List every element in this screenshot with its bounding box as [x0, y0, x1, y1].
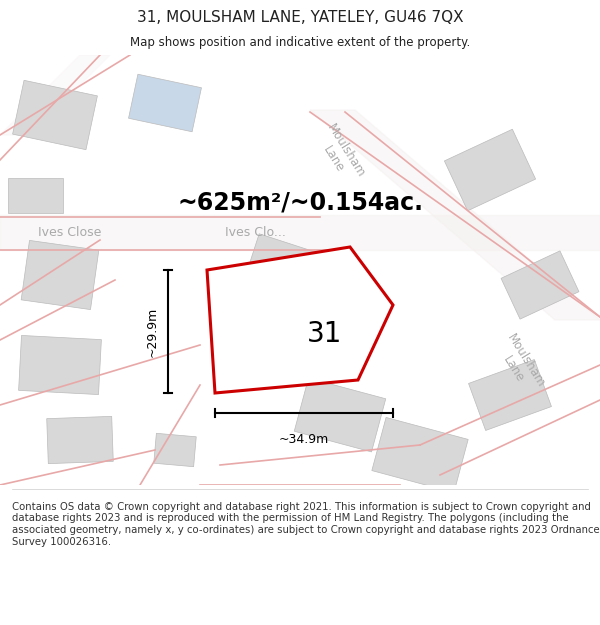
Text: ~34.9m: ~34.9m [279, 433, 329, 446]
Text: 31, MOULSHAM LANE, YATELEY, GU46 7QX: 31, MOULSHAM LANE, YATELEY, GU46 7QX [137, 10, 463, 25]
Text: ~29.9m: ~29.9m [146, 306, 158, 357]
Text: ~625m²/~0.154ac.: ~625m²/~0.154ac. [177, 191, 423, 215]
Polygon shape [225, 234, 345, 366]
Polygon shape [469, 359, 551, 431]
Polygon shape [128, 74, 202, 132]
Text: Ives Clo...: Ives Clo... [224, 226, 286, 239]
Polygon shape [501, 251, 579, 319]
Polygon shape [372, 418, 468, 492]
Polygon shape [7, 177, 62, 212]
Polygon shape [310, 110, 600, 320]
Polygon shape [0, 215, 600, 250]
Polygon shape [207, 247, 393, 393]
Text: Contains OS data © Crown copyright and database right 2021. This information is : Contains OS data © Crown copyright and d… [12, 502, 599, 547]
Text: 31: 31 [307, 320, 342, 348]
Text: Ives Close: Ives Close [38, 226, 101, 239]
Text: Moulsham
Lane: Moulsham Lane [492, 332, 548, 398]
Polygon shape [13, 80, 97, 150]
Text: Moulsham
Lane: Moulsham Lane [312, 122, 368, 188]
Polygon shape [19, 336, 101, 394]
Polygon shape [47, 416, 113, 464]
Polygon shape [445, 129, 536, 211]
Polygon shape [154, 433, 196, 467]
Polygon shape [294, 378, 386, 452]
Polygon shape [0, 55, 110, 135]
Polygon shape [21, 241, 99, 309]
Text: Map shows position and indicative extent of the property.: Map shows position and indicative extent… [130, 36, 470, 49]
